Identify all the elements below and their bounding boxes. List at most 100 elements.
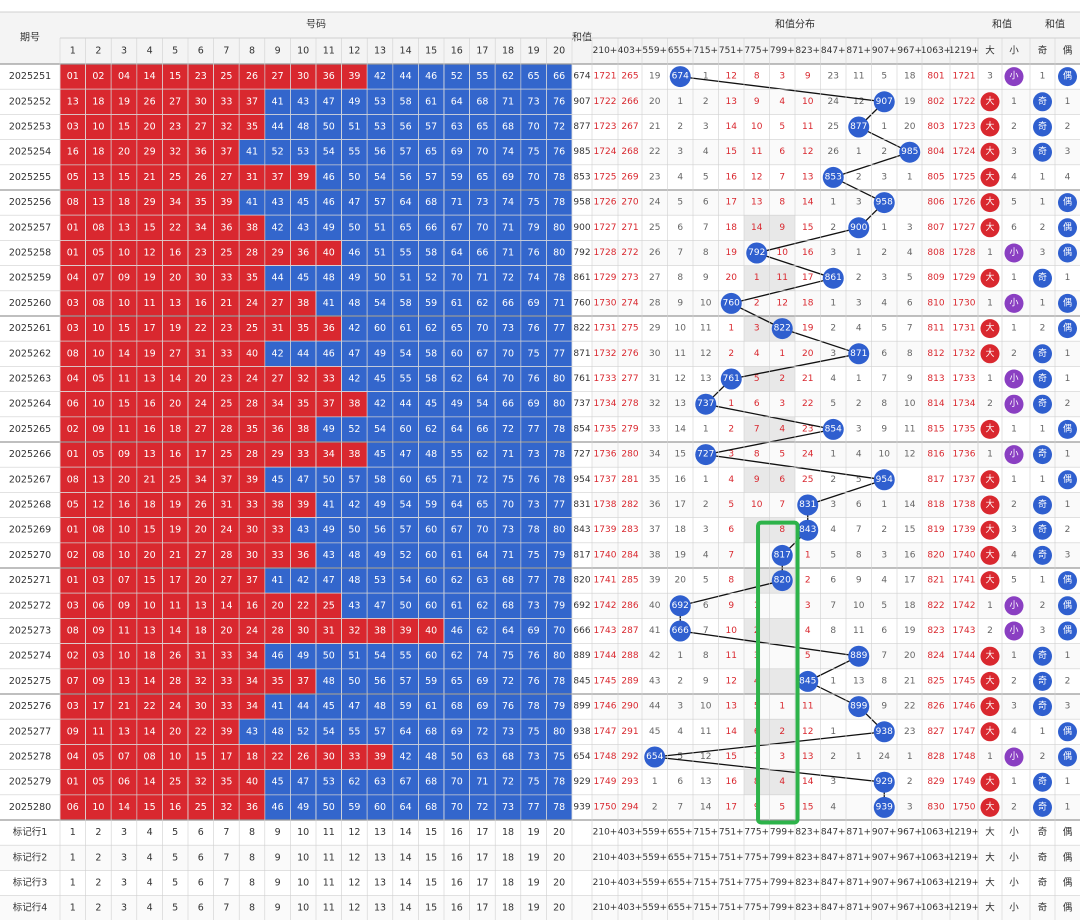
number-cell [418,391,445,418]
number-value: 34 [169,197,181,208]
count-value: 1 [987,450,993,460]
number-value: 35 [246,122,258,133]
number-value: 45 [272,777,284,788]
distribution-value: 3 [881,273,887,283]
number-value: 02 [67,651,79,662]
number-column-header: 5 [172,46,178,57]
number-cell [469,592,496,619]
number-value: 01 [67,248,79,259]
number-value: 09 [118,449,130,460]
omission-value: 1738 [594,500,617,510]
count-value: 2 [1040,601,1046,611]
number-column-header: 18 [502,46,514,57]
number-cell [494,340,522,367]
number-cell [162,88,189,115]
number-value: 15 [144,525,156,536]
number-value: 73 [528,752,540,763]
number-value: 15 [118,399,130,410]
number-cell [187,466,214,493]
number-value: 06 [67,399,79,410]
omission-value: 1750 [953,802,976,812]
distribution-value: 13 [726,702,737,712]
number-value: 73 [528,449,540,460]
distribution-value: 1 [856,374,862,384]
marker-ball [1033,520,1052,540]
omission-value: 275 [621,324,638,334]
number-value: 60 [425,651,437,662]
marker-ball [980,344,1000,364]
number-value: 25 [169,777,181,788]
number-value: 49 [451,399,463,410]
number-cell [546,214,573,241]
marker-label: 奇 [1038,649,1047,661]
number-value: 59 [425,676,437,687]
number-cell [392,567,419,594]
number-cell [443,164,470,191]
parity-column-header: 奇 [1038,45,1048,57]
omission-value: 1725 [594,172,617,182]
number-value: 42 [374,399,386,410]
number-value: 37 [220,147,232,158]
number-value: 48 [272,726,284,737]
row-stripe [592,643,1080,669]
distribution-value: 16 [904,550,916,560]
count-value: 1 [1065,777,1071,787]
distribution-value: 5 [779,450,785,460]
omission-value: 1739 [594,525,617,535]
sum-ball [771,544,793,566]
marker-ball [1033,92,1052,112]
marker-label: 偶 [1063,599,1072,611]
omission-value: 1738 [953,500,976,510]
number-value: 25 [195,802,207,813]
marker-label: 偶 [1063,196,1072,208]
distribution-value: 27 [649,273,660,283]
sum-value: 958 [573,198,590,208]
footer-range: 715+ [693,828,718,838]
number-value: 45 [425,399,437,410]
number-cell [264,441,291,468]
footer-range: 559+ [642,853,667,863]
size-column-header: 大 [985,45,995,57]
sum-ball [669,595,691,617]
number-value: 62 [476,449,488,460]
marker-label: 奇 [1038,347,1047,359]
distribution-value: 7 [703,626,709,636]
distribution-value: 5 [677,752,683,762]
footer-range: 1063+ [921,878,951,888]
number-value: 71 [451,474,463,485]
omission-value: 290 [621,702,638,712]
number-cell [85,718,112,745]
marker-label: 大 [985,221,994,233]
footer-number: 3 [121,878,127,889]
sum-ball [797,670,819,692]
number-value: 74 [502,197,514,208]
footer-label: 标记行4 [13,902,48,914]
sum-ball-label: 674 [672,72,689,82]
number-value: 15 [144,222,156,233]
omission-value: 279 [621,424,638,434]
number-cell [341,139,368,166]
number-value: 21 [144,172,156,183]
distribution-value: 37 [649,525,660,535]
distribution-value: 22 [649,147,660,157]
number-value: 72 [476,726,488,737]
number-value: 23 [195,71,207,82]
count-value: 3 [1065,147,1071,157]
number-cell [238,63,266,90]
footer-number: 17 [476,852,488,863]
footer-parity: 奇 [1038,851,1048,863]
number-value: 09 [67,726,79,737]
distribution-value: 19 [675,550,687,560]
number-value: 50 [323,802,335,813]
distribution-value: 1 [830,676,836,686]
period-cell: 2025260 [9,298,51,309]
footer-range: 1219+ [949,828,979,838]
number-cell [315,340,342,367]
number-cell [162,164,189,191]
number-value: 43 [246,726,258,737]
number-cell [341,189,368,216]
number-value: 26 [195,172,207,183]
footer-number: 7 [223,852,229,863]
number-cell [315,542,342,569]
number-cell [341,416,368,443]
